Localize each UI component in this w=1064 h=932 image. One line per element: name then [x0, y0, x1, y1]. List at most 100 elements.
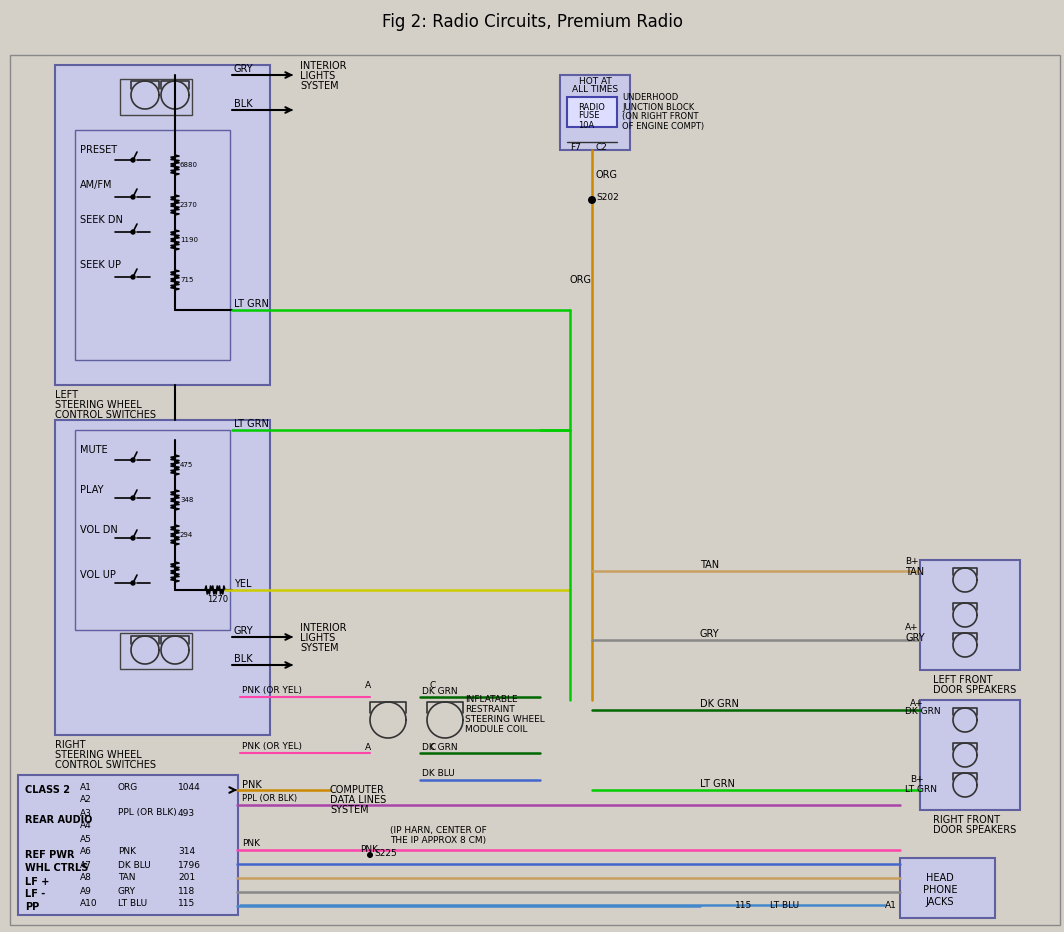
- Text: HOT AT: HOT AT: [579, 77, 612, 87]
- Bar: [120, 79, 192, 115]
- Text: 115: 115: [178, 899, 196, 909]
- Circle shape: [367, 852, 373, 858]
- Text: LT GRN: LT GRN: [905, 786, 937, 794]
- Text: GRY: GRY: [234, 64, 253, 74]
- Text: 6880: 6880: [180, 162, 198, 168]
- Text: 348: 348: [180, 497, 194, 503]
- Text: PNK: PNK: [242, 780, 262, 790]
- Text: A6: A6: [80, 847, 92, 857]
- Text: GRY: GRY: [234, 626, 253, 636]
- Text: A2: A2: [80, 796, 92, 804]
- Circle shape: [588, 196, 596, 204]
- Text: 314: 314: [178, 847, 195, 857]
- Text: CLASS 2: CLASS 2: [24, 785, 70, 795]
- Text: RADIO: RADIO: [578, 103, 604, 112]
- Text: LT BLU: LT BLU: [118, 899, 147, 909]
- Text: C: C: [430, 744, 436, 752]
- Text: C: C: [430, 681, 436, 691]
- Text: WHL CTRLS: WHL CTRLS: [24, 863, 88, 873]
- Text: VOL UP: VOL UP: [80, 570, 116, 580]
- Text: INTERIOR: INTERIOR: [300, 623, 347, 633]
- Text: LT GRN: LT GRN: [234, 419, 269, 429]
- Text: S202: S202: [596, 194, 619, 202]
- Text: GRY: GRY: [118, 886, 136, 896]
- Text: PNK: PNK: [360, 845, 378, 855]
- Bar: [74, 430, 230, 630]
- Text: TAN: TAN: [118, 873, 135, 883]
- Text: 475: 475: [180, 462, 194, 468]
- Text: FUSE: FUSE: [578, 112, 599, 120]
- Text: PP: PP: [24, 902, 39, 912]
- Circle shape: [131, 496, 135, 500]
- Text: PHONE: PHONE: [922, 885, 958, 895]
- Circle shape: [131, 458, 135, 462]
- Text: INTERIOR: INTERIOR: [300, 61, 347, 71]
- Text: LEFT FRONT: LEFT FRONT: [933, 675, 993, 685]
- Text: 715: 715: [180, 277, 194, 283]
- Text: PNK: PNK: [242, 840, 260, 848]
- Bar: [18, 775, 238, 915]
- Text: PLAY: PLAY: [80, 485, 103, 495]
- Circle shape: [131, 230, 135, 234]
- Text: TAN: TAN: [700, 560, 719, 570]
- Text: SYSTEM: SYSTEM: [330, 805, 368, 815]
- Text: A9: A9: [80, 886, 92, 896]
- Text: PRESET: PRESET: [80, 145, 117, 155]
- Circle shape: [131, 195, 135, 199]
- Text: ORG: ORG: [118, 783, 138, 791]
- Text: PPL (OR BLK): PPL (OR BLK): [118, 808, 177, 817]
- Text: 1270: 1270: [207, 596, 228, 605]
- Text: RESTRAINT: RESTRAINT: [465, 706, 515, 715]
- Text: A4: A4: [80, 821, 92, 830]
- Text: COMPUTER: COMPUTER: [330, 785, 385, 795]
- Text: S225: S225: [375, 849, 397, 858]
- Bar: [74, 130, 230, 360]
- Text: RIGHT: RIGHT: [55, 740, 85, 750]
- Text: MUTE: MUTE: [80, 445, 107, 455]
- Circle shape: [131, 536, 135, 540]
- Text: PNK: PNK: [118, 847, 136, 857]
- Circle shape: [131, 581, 135, 585]
- Text: DK GRN: DK GRN: [422, 687, 458, 695]
- Bar: [900, 858, 995, 918]
- Text: DOOR SPEAKERS: DOOR SPEAKERS: [933, 825, 1016, 835]
- Text: A8: A8: [80, 873, 92, 883]
- Text: LEFT: LEFT: [55, 390, 78, 400]
- Text: SEEK UP: SEEK UP: [80, 260, 121, 270]
- Text: LF -: LF -: [24, 889, 46, 899]
- Text: Fig 2: Radio Circuits, Premium Radio: Fig 2: Radio Circuits, Premium Radio: [382, 13, 682, 31]
- Text: B+: B+: [905, 557, 918, 567]
- Text: CONTROL SWITCHES: CONTROL SWITCHES: [55, 410, 156, 420]
- Text: A3: A3: [80, 808, 92, 817]
- Bar: [567, 97, 617, 127]
- Text: JUNCTION BLOCK: JUNCTION BLOCK: [622, 103, 694, 112]
- Text: YEL: YEL: [234, 579, 251, 589]
- Text: ORG: ORG: [570, 275, 592, 285]
- Text: A+: A+: [905, 624, 918, 633]
- Text: SYSTEM: SYSTEM: [300, 643, 338, 653]
- Text: A: A: [365, 681, 371, 691]
- Text: LF +: LF +: [24, 877, 49, 887]
- Text: 201: 201: [178, 873, 195, 883]
- Text: PNK (OR YEL): PNK (OR YEL): [242, 743, 302, 751]
- Text: OF ENGINE COMPT): OF ENGINE COMPT): [622, 122, 704, 131]
- Text: BLK: BLK: [234, 99, 252, 109]
- Text: JACKS: JACKS: [926, 897, 954, 907]
- Text: LIGHTS: LIGHTS: [300, 633, 335, 643]
- Text: SEEK DN: SEEK DN: [80, 215, 122, 225]
- Text: LT GRN: LT GRN: [234, 299, 269, 309]
- Bar: [55, 65, 270, 385]
- Text: (IP HARN, CENTER OF: (IP HARN, CENTER OF: [390, 826, 486, 834]
- Text: UNDERHOOD: UNDERHOOD: [622, 92, 678, 102]
- Text: STEERING WHEEL: STEERING WHEEL: [55, 400, 142, 410]
- Text: AM/FM: AM/FM: [80, 180, 113, 190]
- Text: REAR AUDIO: REAR AUDIO: [24, 815, 93, 825]
- Text: THE IP APPROX 8 CM): THE IP APPROX 8 CM): [390, 835, 486, 844]
- Text: MODULE COIL: MODULE COIL: [465, 725, 528, 734]
- Text: (ON RIGHT FRONT: (ON RIGHT FRONT: [622, 113, 698, 121]
- Circle shape: [131, 275, 135, 279]
- Text: GRY: GRY: [700, 629, 719, 639]
- Text: 10A: 10A: [578, 120, 595, 130]
- Text: 2370: 2370: [180, 202, 198, 208]
- Text: GRY: GRY: [905, 633, 925, 643]
